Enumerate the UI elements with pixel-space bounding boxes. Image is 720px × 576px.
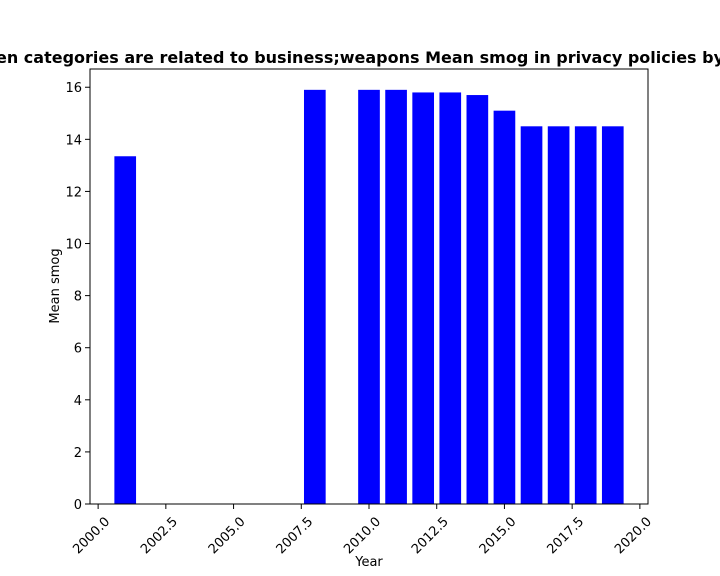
x-tick-label: 2020.0 (612, 514, 655, 557)
bars-group (114, 89, 624, 505)
y-tick-label: 10 (65, 238, 82, 253)
x-tick-label: 2005.0 (206, 514, 249, 557)
x-axis-label: Year (354, 555, 383, 570)
x-tick-label: 2012.5 (409, 514, 452, 557)
bar-2010 (358, 89, 380, 505)
bar-2016 (520, 126, 543, 504)
y-tick-label: 16 (65, 81, 82, 96)
y-tick-label: 12 (65, 185, 82, 200)
bar-2014 (466, 95, 489, 504)
bar-2013 (439, 92, 462, 504)
y-axis-ticks: 0 2 4 6 8 10 12 14 16 (65, 81, 90, 513)
y-tick-label: 0 (74, 498, 82, 513)
y-tick-label: 8 (74, 290, 82, 305)
bar-2018 (574, 126, 597, 504)
y-axis-label: Mean smog (48, 248, 63, 323)
y-tick-label: 2 (74, 446, 82, 461)
x-tick-label: 2000.0 (70, 514, 113, 557)
chart-title: en categories are related to business;we… (0, 48, 720, 67)
bar-2017 (547, 126, 570, 504)
bar-2011 (385, 89, 407, 505)
bar-2001 (114, 156, 137, 504)
x-tick-label: 2015.0 (477, 514, 520, 557)
x-tick-label: 2007.5 (274, 514, 317, 557)
bar-2008 (303, 89, 326, 505)
x-tick-label: 2010.0 (341, 514, 384, 557)
y-tick-label: 6 (74, 342, 82, 357)
x-tick-label: 2017.5 (544, 514, 587, 557)
x-tick-label: 2002.5 (138, 514, 181, 557)
bar-2019 (601, 126, 624, 504)
bar-2015 (493, 110, 516, 505)
bar-2012 (412, 92, 435, 504)
x-axis-ticks: 2000.0 2002.5 2005.0 2007.5 2010.0 2012.5 2015… (70, 504, 655, 557)
y-tick-label: 14 (65, 133, 82, 148)
y-tick-label: 4 (74, 394, 82, 409)
